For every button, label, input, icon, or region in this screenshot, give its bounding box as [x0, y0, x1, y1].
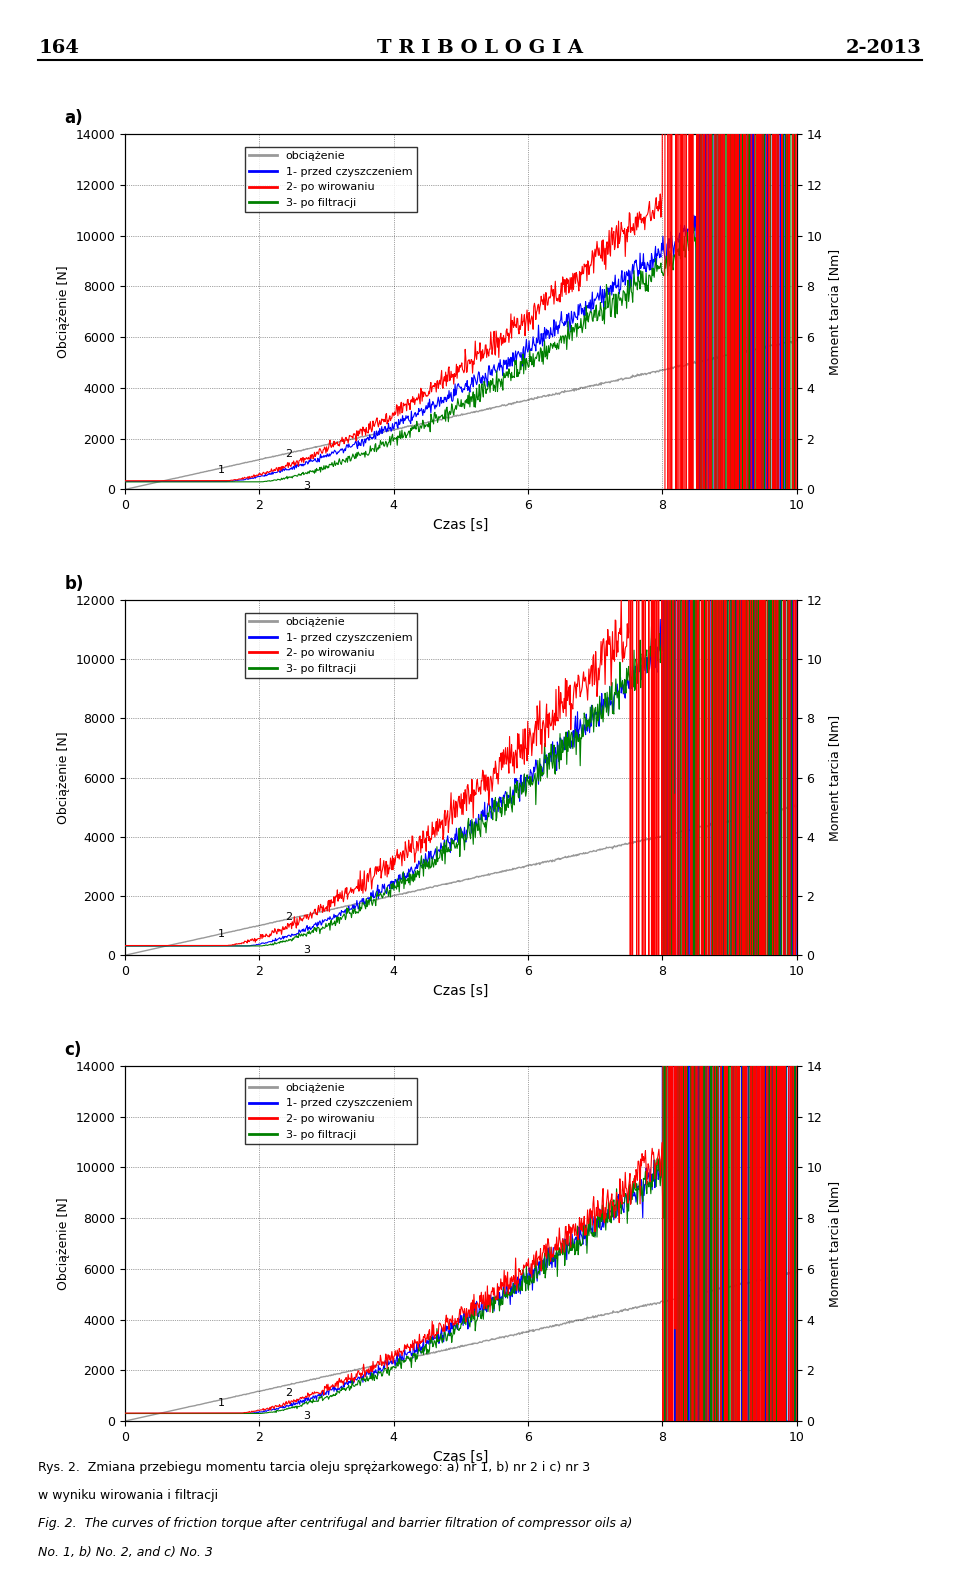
Text: w wyniku wirowania i filtracji: w wyniku wirowania i filtracji: [38, 1489, 219, 1502]
Text: 164: 164: [38, 39, 80, 57]
X-axis label: Czas [s]: Czas [s]: [433, 1450, 489, 1464]
X-axis label: Czas [s]: Czas [s]: [433, 518, 489, 532]
Text: 1: 1: [218, 1397, 226, 1408]
Y-axis label: Obciążenie [N]: Obciążenie [N]: [57, 1197, 70, 1290]
Text: 3: 3: [303, 482, 310, 491]
Text: c): c): [64, 1041, 82, 1060]
Text: 2: 2: [285, 450, 293, 459]
Text: Fig. 2.  The curves of friction torque after centrifugal and barrier filtration : Fig. 2. The curves of friction torque af…: [38, 1517, 633, 1530]
Text: 1: 1: [218, 464, 226, 475]
Text: b): b): [64, 575, 84, 592]
Text: 2: 2: [285, 1388, 293, 1399]
Y-axis label: Moment tarcia [Nm]: Moment tarcia [Nm]: [828, 249, 841, 374]
Text: 2: 2: [285, 911, 293, 922]
Text: No. 1, b) No. 2, and c) No. 3: No. 1, b) No. 2, and c) No. 3: [38, 1546, 213, 1558]
Legend: obciążenie, 1- przed czyszczeniem, 2- po wirowaniu, 3- po filtracji: obciążenie, 1- przed czyszczeniem, 2- po…: [245, 613, 417, 679]
Y-axis label: Obciążenie [N]: Obciążenie [N]: [57, 265, 70, 358]
Text: a): a): [64, 109, 83, 128]
X-axis label: Czas [s]: Czas [s]: [433, 984, 489, 998]
Legend: obciążenie, 1- przed czyszczeniem, 2- po wirowaniu, 3- po filtracji: obciążenie, 1- przed czyszczeniem, 2- po…: [245, 147, 417, 213]
Y-axis label: Moment tarcia [Nm]: Moment tarcia [Nm]: [828, 715, 841, 840]
Y-axis label: Moment tarcia [Nm]: Moment tarcia [Nm]: [828, 1181, 841, 1306]
Text: Rys. 2.  Zmiana przebiegu momentu tarcia oleju sprężarkowego: a) nr 1, b) nr 2 i: Rys. 2. Zmiana przebiegu momentu tarcia …: [38, 1461, 590, 1473]
Text: 3: 3: [303, 946, 310, 955]
Text: 1: 1: [218, 928, 226, 940]
Text: 3: 3: [303, 1412, 310, 1421]
Y-axis label: Obciążenie [N]: Obciążenie [N]: [57, 731, 70, 824]
Text: 2-2013: 2-2013: [846, 39, 922, 57]
Legend: obciążenie, 1- przed czyszczeniem, 2- po wirowaniu, 3- po filtracji: obciążenie, 1- przed czyszczeniem, 2- po…: [245, 1078, 417, 1145]
Text: T R I B O L O G I A: T R I B O L O G I A: [377, 39, 583, 57]
